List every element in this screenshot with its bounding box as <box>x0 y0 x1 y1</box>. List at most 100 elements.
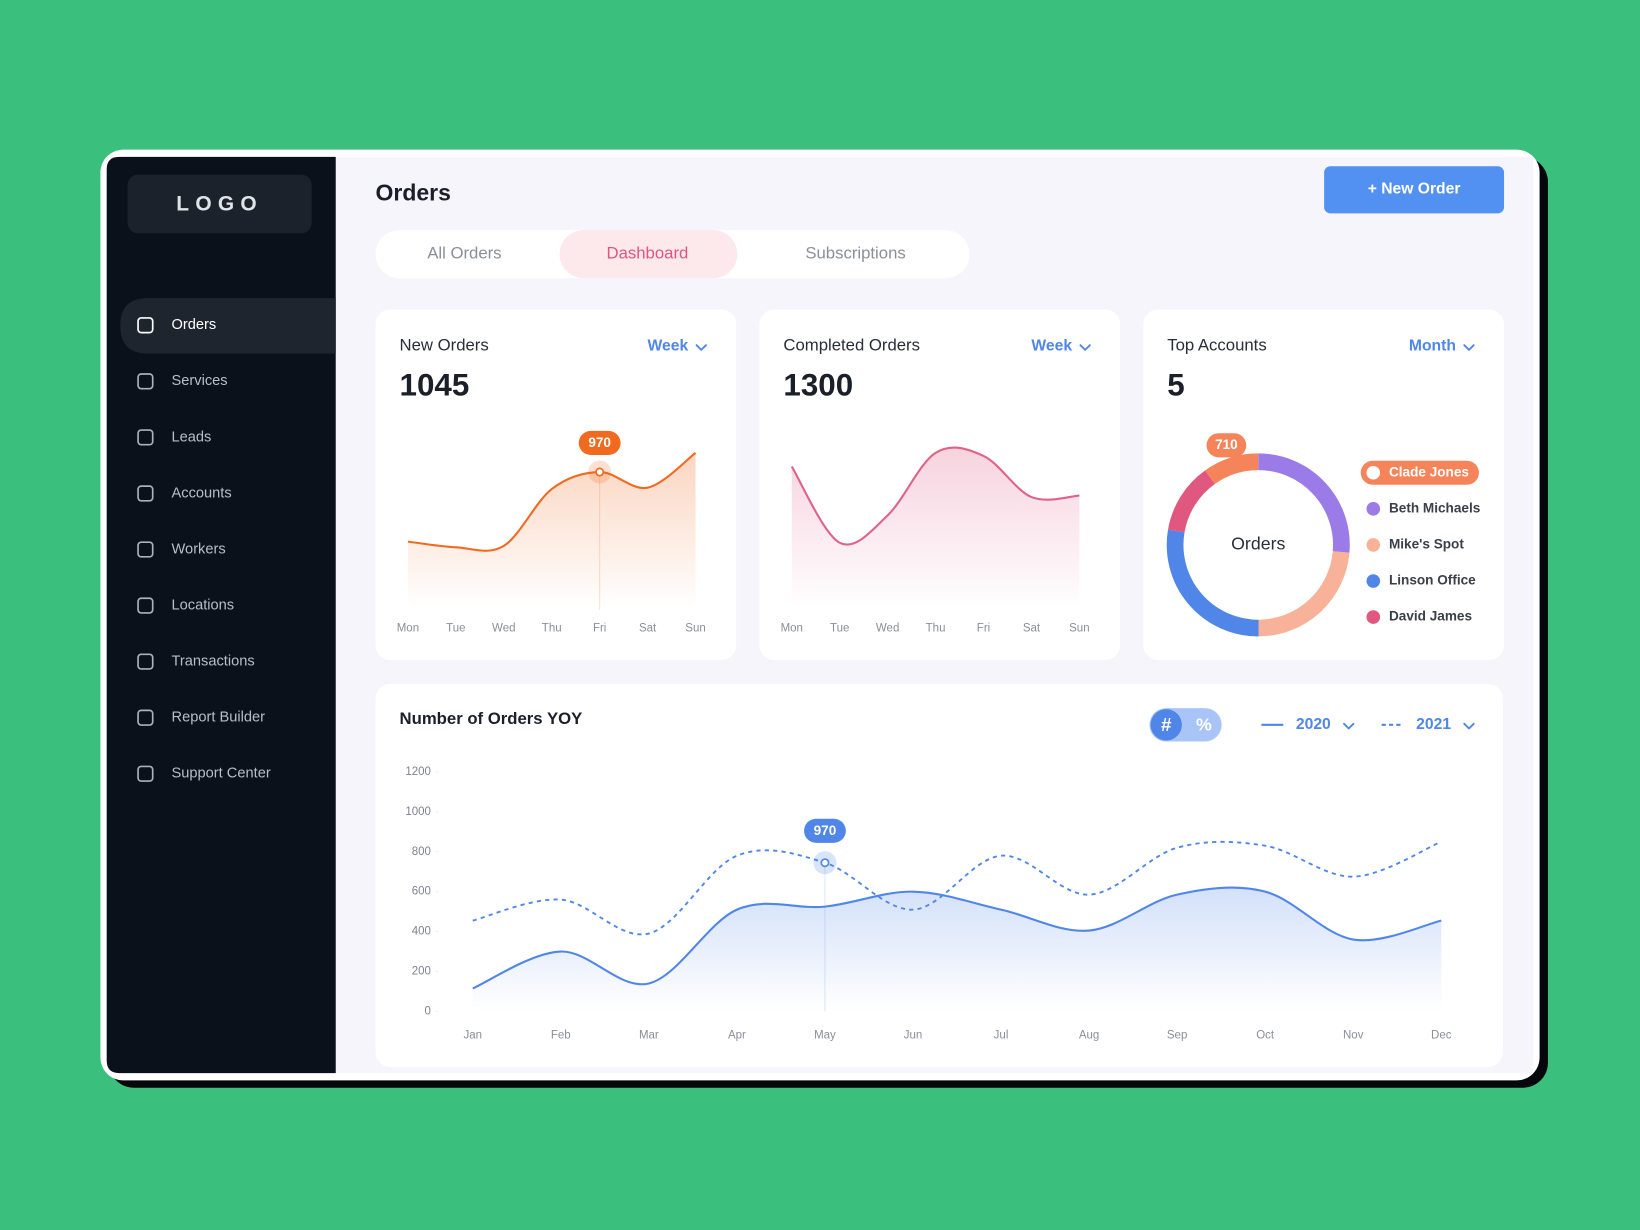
y-tick-label: 400 <box>412 926 431 938</box>
y-tick-label: 0 <box>425 1005 431 1017</box>
hover-dot <box>820 858 830 868</box>
legend-label: Clade Jones <box>1389 464 1469 479</box>
nav-item[interactable]: Report Builder <box>172 710 266 726</box>
nav-active-bg <box>120 298 336 354</box>
period-select[interactable]: Week <box>648 337 689 354</box>
donut-segment <box>1205 453 1259 485</box>
legend-label: Beth Michaels <box>1389 500 1480 515</box>
new-order-button[interactable] <box>1324 166 1505 214</box>
x-tick-label: Sat <box>639 623 657 635</box>
x-tick-label: Tue <box>446 623 465 635</box>
nav-item[interactable]: Orders <box>172 317 217 333</box>
y-tick-label: 800 <box>412 846 431 858</box>
x-tick-label: Sep <box>1167 1029 1187 1041</box>
legend-label[interactable]: 2021 <box>1416 716 1451 733</box>
tooltip-value: 970 <box>588 435 611 450</box>
page-title: Orders <box>375 180 450 206</box>
line <box>472 840 1442 936</box>
x-tick-label: Thu <box>542 623 562 635</box>
nav-item[interactable]: Services <box>172 373 228 389</box>
area-fill <box>472 887 1442 1012</box>
card-total: 5 <box>1167 367 1184 402</box>
x-tick-label: Jun <box>904 1029 923 1041</box>
x-tick-label: Wed <box>492 623 515 635</box>
hover-dot <box>595 467 605 477</box>
donut-segment <box>1258 551 1350 637</box>
nav-icon <box>137 653 154 670</box>
tab[interactable]: Dashboard <box>607 244 689 263</box>
legend-swatch <box>1366 538 1381 552</box>
y-tick-label: 200 <box>412 966 431 978</box>
tooltip-value: 970 <box>814 823 837 838</box>
chevron <box>1463 344 1475 351</box>
legend-swatch <box>1366 465 1381 480</box>
chevron <box>1343 722 1355 730</box>
x-tick-label: Sun <box>1069 623 1089 635</box>
tab[interactable]: All Orders <box>427 244 501 263</box>
chevron <box>695 344 707 351</box>
logo-box <box>127 174 312 234</box>
line <box>472 886 1442 990</box>
toggle-active <box>1150 709 1182 741</box>
x-tick-label: Aug <box>1079 1029 1099 1041</box>
new-order-label[interactable]: + New Order <box>1368 180 1461 197</box>
area-fill <box>407 452 696 610</box>
nav-item[interactable]: Transactions <box>172 654 255 670</box>
y-tick-label: 600 <box>412 886 431 898</box>
legend-swatch <box>1366 502 1381 516</box>
toggle-option[interactable]: # <box>1161 714 1172 735</box>
nav-icon <box>137 317 154 334</box>
x-tick-label: Sat <box>1023 623 1041 635</box>
nav-item[interactable]: Workers <box>172 541 226 557</box>
x-tick-label: Mon <box>781 623 803 635</box>
donut-center-label: Orders <box>1231 534 1285 554</box>
x-tick-label: Mar <box>639 1029 659 1041</box>
x-tick-label: Oct <box>1256 1029 1275 1041</box>
toggle-option[interactable]: % <box>1196 715 1212 735</box>
tooltip <box>578 430 621 455</box>
period-select[interactable]: Week <box>1031 337 1072 354</box>
sidebar <box>106 156 336 1074</box>
line <box>407 452 697 552</box>
card-title: Top Accounts <box>1167 336 1266 355</box>
x-tick-label: Fri <box>977 623 990 635</box>
donut-segment <box>1166 529 1259 637</box>
nav-item[interactable]: Support Center <box>172 766 271 782</box>
y-tick-label: 1000 <box>405 806 431 818</box>
tooltip-value: 710 <box>1215 437 1238 452</box>
card-title: Number of Orders YOY <box>400 709 583 728</box>
y-tick-label: 1200 <box>405 766 431 778</box>
donut-segment <box>1258 453 1350 553</box>
card-total: 1045 <box>400 367 470 402</box>
period-select[interactable]: Month <box>1409 337 1456 354</box>
card-title: New Orders <box>400 336 489 355</box>
legend-label: Mike's Spot <box>1389 537 1464 552</box>
nav-icon <box>137 373 154 390</box>
nav-item[interactable]: Leads <box>172 429 212 445</box>
x-tick-label: Nov <box>1343 1029 1364 1041</box>
legend-swatch <box>1366 610 1381 624</box>
nav-icon <box>137 709 154 726</box>
x-tick-label: Thu <box>926 623 946 635</box>
legend-swatch <box>1366 574 1381 588</box>
nav-item[interactable]: Accounts <box>172 485 232 501</box>
nav-icon <box>137 541 154 558</box>
chevron <box>1463 722 1475 730</box>
nav-icon <box>137 597 154 614</box>
x-tick-label: Jul <box>994 1029 1009 1041</box>
legend-label[interactable]: 2020 <box>1296 716 1331 733</box>
tooltip <box>804 818 846 843</box>
chevron <box>1079 344 1091 351</box>
card-total: 1300 <box>783 367 853 402</box>
logo: LOGO <box>176 193 263 216</box>
nav-icon <box>137 429 154 446</box>
legend-label: Linson Office <box>1389 573 1476 588</box>
tab[interactable]: Subscriptions <box>805 244 905 263</box>
nav-item[interactable]: Locations <box>172 597 235 613</box>
legend-highlight <box>1360 460 1479 485</box>
x-tick-label: Dec <box>1431 1029 1452 1041</box>
tooltip <box>1206 433 1247 458</box>
x-tick-label: Sun <box>685 623 705 635</box>
x-tick-label: Apr <box>728 1029 746 1041</box>
